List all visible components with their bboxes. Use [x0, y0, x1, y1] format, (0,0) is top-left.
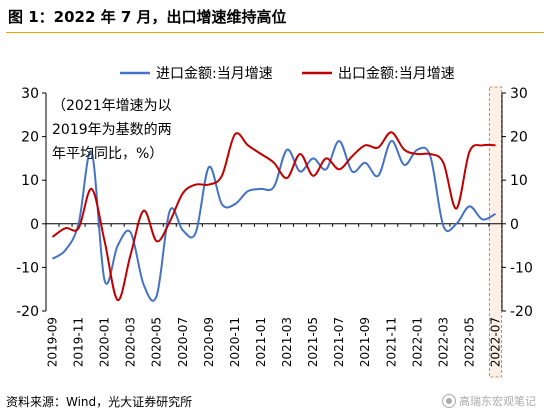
left-y-tick-label: 30: [21, 86, 39, 102]
right-y-tick-label: -10: [510, 260, 533, 276]
right-y-ticks: -20 -10 0 10 20 30: [502, 86, 533, 320]
x-tick-label: 2022-03: [436, 317, 450, 367]
x-tick-label: 2021-05: [306, 317, 320, 367]
right-y-tick-label: 0: [510, 217, 519, 233]
left-y-tick-label: 20: [21, 130, 39, 146]
import-growth-line: [51, 139, 496, 302]
x-tick-label: 2021-01: [254, 317, 268, 367]
title-divider: [6, 32, 544, 33]
series-lines: [51, 131, 496, 302]
annotation-line: 年平均同比，%）: [52, 146, 163, 162]
x-tick-label: 2020-09: [202, 317, 216, 367]
x-tick-label: 2019-11: [72, 317, 86, 367]
source-note: 资料来源：Wind，光大证券研究所: [6, 395, 193, 409]
highlight-band: [489, 87, 502, 377]
export-growth-line: [51, 131, 496, 302]
highlight-border: [488, 86, 502, 378]
x-tick-label: 2020-03: [124, 317, 138, 367]
x-tick-label: 2022-07: [488, 317, 502, 367]
x-tick-label: 2020-11: [228, 317, 242, 367]
legend-label: 进口金额:当月增速: [156, 66, 273, 82]
left-y-ticks: -20 -10 0 10 20 30: [16, 86, 46, 320]
x-tick-label: 2021-07: [332, 317, 346, 367]
x-tick-label: 2022-01: [410, 317, 424, 367]
x-tick-label: 2021-03: [280, 317, 294, 367]
x-tick-label: 2020-01: [98, 317, 112, 367]
right-y-tick-label: 30: [510, 86, 528, 102]
watermark: 高瑞东宏观笔记: [442, 393, 536, 409]
x-tick-label: 2020-07: [176, 317, 190, 367]
left-y-tick-label: -20: [16, 304, 39, 320]
watermark-text: 高瑞东宏观笔记: [459, 395, 536, 408]
x-tick-label: 2020-05: [150, 317, 164, 367]
x-tick-label: 2021-11: [384, 317, 398, 367]
legend: 进口金额:当月增速 出口金额:当月增速: [120, 66, 455, 82]
x-tick-label: 2021-09: [358, 317, 372, 367]
figure-title: 图 1：2022 年 7 月，出口增速维持高位: [8, 8, 287, 26]
right-y-tick-label: 10: [510, 173, 528, 189]
left-y-tick-label: 0: [30, 217, 39, 233]
x-tick-label: 2019-09: [46, 317, 60, 367]
left-y-tick-label: -10: [16, 260, 39, 276]
left-y-tick-label: 10: [21, 173, 39, 189]
legend-label: 出口金额:当月增速: [338, 66, 455, 82]
watermark-icon: [442, 394, 456, 408]
annotation-line: （2021年增速为以: [52, 98, 172, 114]
annotation-line: 2019年为基数的两: [52, 121, 172, 138]
right-y-tick-label: 20: [510, 130, 528, 146]
x-tick-label: 2022-05: [462, 317, 476, 367]
x-ticks: 2019-09 2019-11 2020-01 2020-03 2020-05 2020-…: [45, 223, 503, 367]
right-y-tick-label: -20: [510, 304, 533, 320]
